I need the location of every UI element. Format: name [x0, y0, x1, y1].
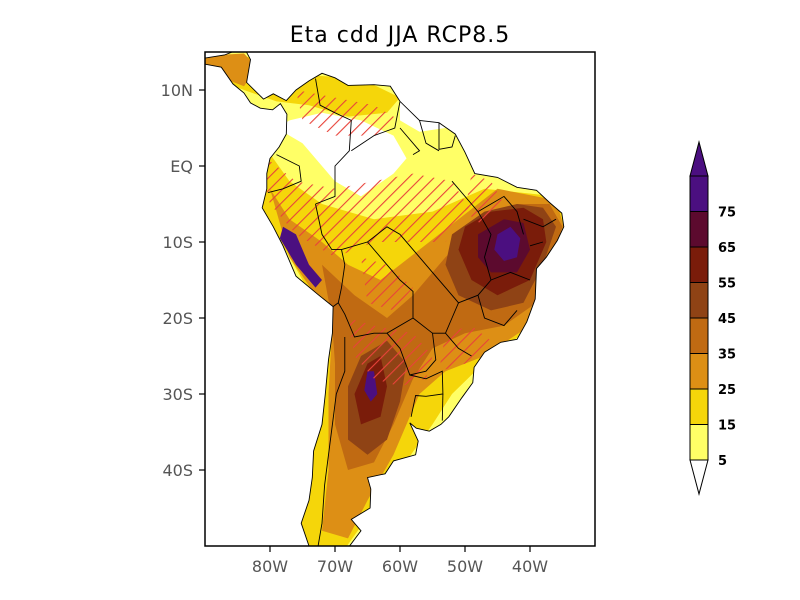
- lon-tick-label: 50W: [447, 557, 483, 576]
- colorbar-segment: [689, 246, 709, 283]
- country-border: [351, 101, 401, 152]
- country-border: [441, 393, 444, 421]
- country-border: [267, 154, 302, 194]
- colorbar-segment: [689, 211, 709, 248]
- colorbar-segment: [689, 282, 709, 319]
- hatched-region: [465, 173, 504, 227]
- colorbar-label: 45: [718, 312, 736, 327]
- country-border: [477, 295, 518, 327]
- latitude-axis: 10N EQ 10S 20S 30S 40S: [161, 81, 205, 480]
- colorbar-under-triangle: [689, 459, 709, 496]
- map-title: Eta cdd JJA RCP8.5: [290, 23, 510, 48]
- lat-tick-label: 10N: [161, 81, 193, 100]
- country-border: [523, 218, 557, 228]
- colorbar-label: 55: [718, 277, 736, 292]
- country-borders: [267, 78, 557, 546]
- lat-tick-label: 20S: [162, 309, 193, 328]
- country-border: [490, 271, 531, 281]
- country-border: [315, 203, 346, 307]
- hatched-region: [361, 257, 413, 311]
- lon-tick-label: 80W: [252, 557, 288, 576]
- country-border: [399, 127, 421, 155]
- lon-tick-label: 60W: [382, 557, 418, 576]
- colorbar-label: 65: [718, 241, 736, 256]
- longitude-axis: 80W 70W 60W 50W 40W: [252, 546, 548, 576]
- cdd-level-region: [279, 226, 322, 288]
- hatched-region: [296, 90, 400, 136]
- coastline: [205, 52, 565, 546]
- colorbar: 5 15 25 35 45 55 65 75: [689, 140, 736, 496]
- significance-hatching: [257, 90, 504, 387]
- lon-tick-label: 70W: [317, 557, 353, 576]
- colorbar-segment: [689, 353, 709, 390]
- lat-tick-label: EQ: [170, 157, 193, 176]
- country-border: [317, 337, 346, 546]
- country-border: [529, 241, 544, 247]
- colorbar-label: 5: [718, 454, 727, 469]
- country-border: [477, 195, 524, 235]
- map-area: [205, 52, 565, 546]
- lat-tick-label: 40S: [162, 461, 193, 480]
- country-border: [419, 180, 492, 304]
- cdd-level-region: [494, 226, 521, 261]
- colorbar-label: 75: [718, 206, 736, 221]
- colorbar-label: 15: [718, 419, 736, 434]
- country-border: [315, 78, 352, 205]
- continent-land: [205, 52, 564, 546]
- hatched-region: [348, 318, 433, 387]
- colorbar-segment: [689, 317, 709, 354]
- hatched-region: [257, 150, 472, 258]
- lat-tick-label: 30S: [162, 385, 193, 404]
- cdd-level-region: [205, 53, 257, 87]
- colorbar-segment: [689, 175, 709, 212]
- colorbar-over-triangle: [689, 140, 709, 177]
- colorbar-label: 25: [718, 383, 736, 398]
- colorbar-segment: [689, 388, 709, 425]
- lon-tick-label: 40W: [512, 557, 548, 576]
- country-border: [419, 120, 440, 152]
- country-border: [438, 122, 456, 150]
- colorbar-segment: [689, 424, 709, 461]
- lat-tick-label: 10S: [162, 233, 193, 252]
- country-border: [367, 226, 420, 258]
- hatched-region: [439, 325, 491, 372]
- colorbar-label: 35: [718, 348, 736, 363]
